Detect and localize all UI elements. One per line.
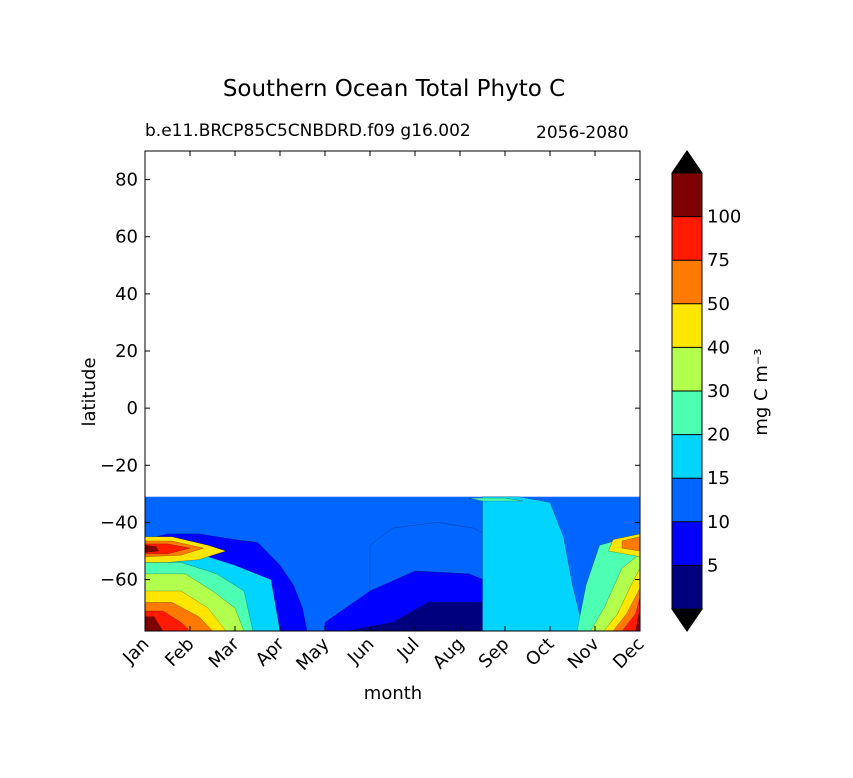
contour-band-15 bbox=[621, 596, 640, 631]
x-tick-label-11: Dec bbox=[609, 634, 648, 673]
colorbar-tick-label-8: 100 bbox=[707, 207, 741, 228]
chart-title: Southern Ocean Total Phyto C bbox=[222, 76, 566, 102]
x-tick-label-7: Aug bbox=[429, 634, 469, 674]
contour-blob-3 bbox=[145, 545, 159, 553]
colorbar-tick-label-7: 75 bbox=[707, 250, 730, 271]
colorbar-tick-label-2: 15 bbox=[707, 468, 730, 489]
x-tick-label-10: Nov bbox=[564, 633, 604, 673]
contour-band-17 bbox=[635, 608, 640, 631]
colorbar-swatch-7 bbox=[672, 260, 702, 304]
colorbar-swatch-3 bbox=[672, 434, 702, 479]
colorbar-extend-max bbox=[671, 150, 703, 174]
x-tick-label-3: Apr bbox=[252, 633, 289, 670]
colorbar-label: mg C m⁻³ bbox=[751, 348, 772, 435]
colorbar-swatch-9 bbox=[672, 173, 702, 217]
colorbar-swatch-2 bbox=[672, 478, 702, 522]
colorbar-tick-label-0: 5 bbox=[707, 555, 718, 576]
colorbar-tick-label-4: 30 bbox=[707, 381, 730, 402]
colorbar-swatch-1 bbox=[672, 521, 702, 566]
contour-band-16 bbox=[145, 616, 164, 631]
y-axis: 80 60 40 20 0 −20 −40 −60 bbox=[100, 170, 640, 591]
y-tick-label-1: 60 bbox=[115, 227, 138, 248]
y-tick-label-2: 40 bbox=[115, 284, 138, 305]
colorbar-swatch-5 bbox=[672, 347, 702, 391]
colorbar-swatch-0 bbox=[672, 565, 702, 609]
x-tick-label-4: May bbox=[292, 633, 333, 674]
colorbar-tick-label-5: 40 bbox=[707, 337, 730, 358]
y-axis-label: latitude bbox=[79, 357, 100, 426]
y-tick-label-7: −60 bbox=[100, 570, 138, 591]
chart-subtitle-case: b.e11.BRCP85C5CNBDRD.f09 g16.002 bbox=[145, 121, 471, 141]
x-tick-label-6: Jul bbox=[393, 634, 424, 665]
contour-band-5 bbox=[482, 496, 587, 631]
x-tick-label-0: Jan bbox=[118, 634, 153, 669]
colorbar-swatch-4 bbox=[672, 391, 702, 435]
colorbar-swatch-8 bbox=[672, 216, 702, 261]
x-tick-label-8: Sep bbox=[475, 634, 514, 673]
x-tick-label-1: Feb bbox=[161, 634, 198, 671]
contour-blob-5 bbox=[621, 536, 640, 552]
y-tick-label-5: −20 bbox=[100, 455, 138, 476]
colorbar-tick-label-1: 10 bbox=[707, 512, 730, 533]
plot-area bbox=[145, 496, 640, 631]
colorbar-extend-min bbox=[671, 608, 703, 632]
x-tick-label-9: Oct bbox=[522, 634, 559, 671]
x-axis-label: month bbox=[364, 683, 422, 704]
y-tick-label-0: 80 bbox=[115, 170, 138, 191]
contour-blob-6 bbox=[468, 497, 524, 502]
y-tick-label-6: −40 bbox=[100, 512, 138, 533]
colorbar-tick-label-3: 20 bbox=[707, 425, 730, 446]
x-tick-label-2: Mar bbox=[205, 633, 244, 672]
chart-subtitle-years: 2056-2080 bbox=[536, 123, 629, 143]
colorbar: 5 10 15 20 30 40 50 75 100 bbox=[671, 150, 741, 632]
y-tick-label-4: 0 bbox=[127, 398, 138, 419]
x-tick-label-5: Jun bbox=[343, 634, 378, 669]
colorbar-outline bbox=[671, 150, 703, 632]
colorbar-tick-label-6: 50 bbox=[707, 294, 730, 315]
y-tick-label-3: 20 bbox=[115, 341, 138, 362]
plot-frame bbox=[144, 150, 641, 632]
colorbar-swatch-6 bbox=[672, 303, 702, 348]
